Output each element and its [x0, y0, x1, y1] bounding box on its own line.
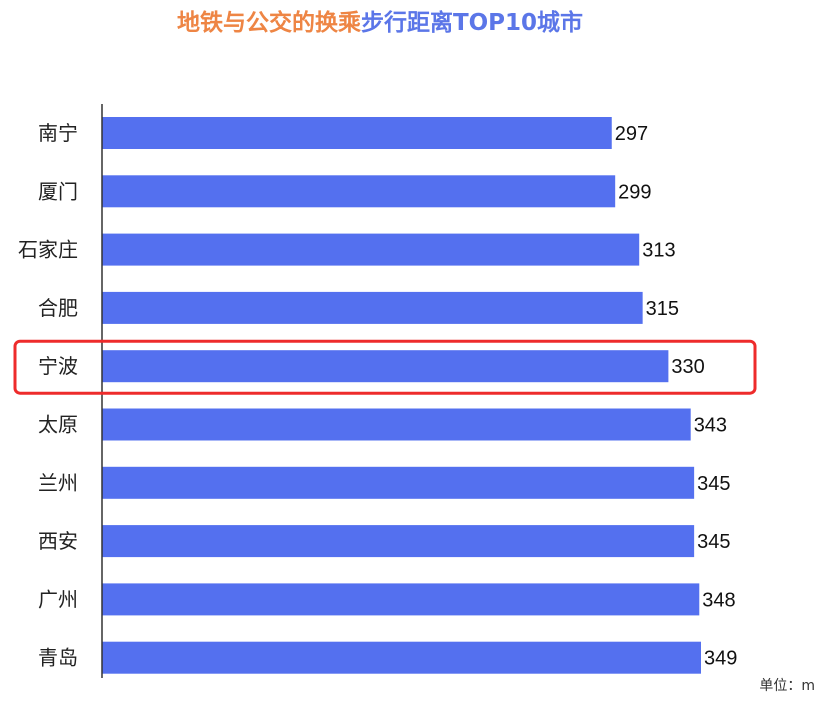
category-label-9: 广州 — [38, 587, 78, 611]
unit-label: 单位：m — [759, 678, 815, 694]
bar-9 — [102, 583, 700, 616]
bars-group: 南宁 297 厦门 299 石家庄 313 合肥 315 宁波 330 太原 343 兰州 345 西安 34… — [18, 117, 737, 674]
value-label-8: 345 — [697, 531, 730, 553]
bar-8 — [102, 525, 695, 558]
category-label-1: 南宁 — [38, 121, 78, 145]
bar-1 — [102, 117, 612, 149]
bar-4 — [102, 291, 643, 324]
bar-7 — [102, 466, 695, 499]
value-label-2: 299 — [618, 181, 651, 203]
category-label-5: 宁波 — [38, 354, 78, 378]
chart-title-part-1: 地铁与公交的换乘 — [177, 9, 361, 36]
value-label-5: 330 — [671, 356, 704, 378]
value-label-1: 297 — [615, 123, 648, 145]
highlight-box — [13, 339, 757, 395]
category-label-6: 太原 — [38, 413, 78, 437]
category-label-2: 厦门 — [38, 179, 78, 203]
bar-2 — [102, 175, 616, 208]
value-label-10: 349 — [704, 648, 737, 670]
category-label-3: 石家庄 — [18, 238, 78, 262]
category-label-4: 合肥 — [38, 296, 78, 320]
bar-10 — [102, 641, 701, 674]
value-label-6: 343 — [694, 415, 727, 437]
chart-title: 地铁与公交的换乘步行距离TOP10城市 — [177, 9, 583, 36]
bar-3 — [102, 233, 640, 266]
bar-6 — [102, 408, 691, 441]
category-label-10: 青岛 — [38, 646, 78, 670]
category-label-7: 兰州 — [38, 471, 78, 495]
value-label-4: 315 — [646, 298, 679, 320]
chart-title-part-2: 步行距离TOP10城市 — [361, 9, 583, 36]
value-label-7: 345 — [697, 473, 730, 495]
value-label-9: 348 — [702, 589, 735, 611]
value-label-3: 313 — [642, 240, 675, 262]
bar-5 — [102, 350, 669, 383]
category-label-8: 西安 — [38, 529, 78, 553]
